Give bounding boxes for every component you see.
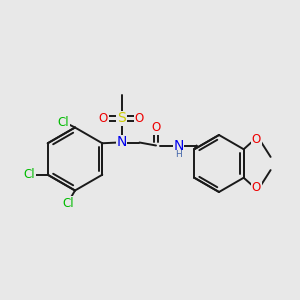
Text: Cl: Cl: [58, 116, 69, 129]
Text: O: O: [252, 181, 261, 194]
Text: O: O: [252, 133, 261, 146]
Text: S: S: [117, 112, 126, 125]
Text: O: O: [99, 112, 108, 125]
Text: Cl: Cl: [23, 168, 35, 181]
Text: Cl: Cl: [63, 196, 74, 210]
Text: O: O: [135, 112, 144, 125]
Text: N: N: [116, 136, 127, 149]
Text: O: O: [152, 121, 160, 134]
Text: H: H: [175, 150, 182, 159]
Text: N: N: [173, 139, 184, 152]
